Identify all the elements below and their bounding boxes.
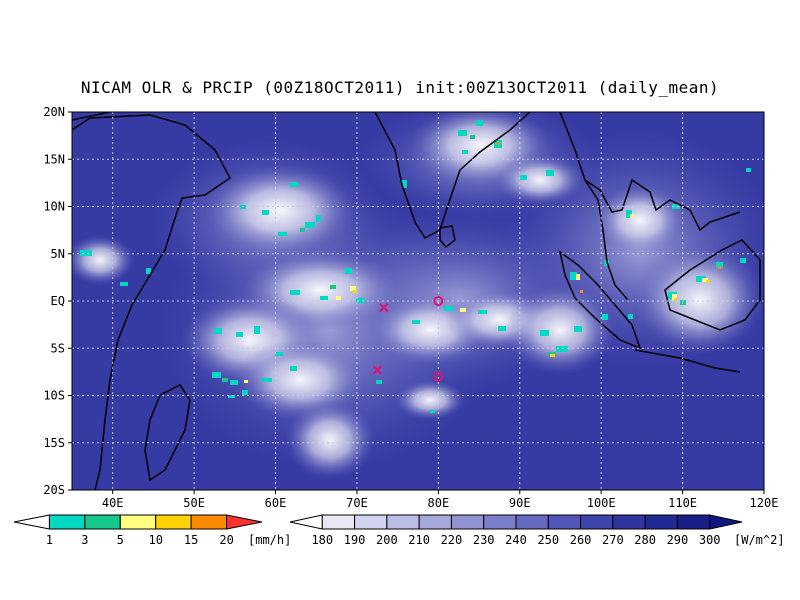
colorbar-label: 180 — [311, 533, 333, 547]
colorbar-swatch — [155, 514, 192, 530]
colorbar-unit: [mm/h] — [248, 533, 291, 547]
colorbar-label: 20 — [219, 533, 233, 547]
colorbar-label: 1 — [46, 533, 53, 547]
colorbar-swatch — [84, 514, 121, 530]
colorbar-label: 200 — [376, 533, 398, 547]
colorbar-swatch — [612, 514, 646, 530]
colorbar-label: 190 — [344, 533, 366, 547]
colorbar-swatch — [450, 514, 485, 530]
colorbar-label: 280 — [634, 533, 656, 547]
colorbar-label: 240 — [505, 533, 527, 547]
colorbar-label: 10 — [148, 533, 162, 547]
colorbar-swatch — [119, 514, 157, 530]
colorbar-swatch — [354, 514, 388, 530]
map-markers — [372, 296, 444, 382]
lon-tick-label: 120E — [750, 496, 779, 510]
colorbar-swatch — [48, 514, 86, 530]
lat-tick-label: 15N — [43, 152, 65, 166]
olr-legend: 180 190 200 210 220 230 240 250 260 270 280 290 300 [… — [289, 514, 785, 547]
colorbar-swatch — [644, 514, 678, 530]
colorbar-swatch — [483, 514, 517, 530]
colorbar-unit: [W/m^2] — [734, 533, 785, 547]
colorbar-label: 250 — [537, 533, 559, 547]
colorbar-label: 270 — [602, 533, 624, 547]
coastlines — [72, 112, 761, 490]
lon-tick-label: 100E — [587, 496, 616, 510]
precip-legend: 1 3 5 10 15 20 [mm/h] — [13, 514, 291, 547]
colorbar-label: 220 — [441, 533, 463, 547]
lat-tick-label: 20N — [43, 105, 65, 119]
map-frame — [71, 111, 765, 491]
map-grid — [72, 112, 764, 490]
colorbar-label: 230 — [473, 533, 495, 547]
colorbar-swatch — [676, 514, 711, 530]
lon-tick-label: 60E — [265, 496, 287, 510]
lon-tick-label: 50E — [183, 496, 205, 510]
colorbar-swatch — [321, 514, 356, 530]
colorbar-label: 5 — [117, 533, 124, 547]
lon-tick-label: 40E — [102, 496, 124, 510]
lat-tick-label: 10N — [43, 200, 65, 214]
map-title: NICAM OLR & PRCIP (00Z18OCT2011) init:00… — [80, 78, 720, 97]
lat-tick-label: EQ — [51, 294, 65, 308]
lon-tick-label: 80E — [428, 496, 450, 510]
olr-field — [72, 112, 764, 490]
colorbar-swatch — [418, 514, 452, 530]
colorbar-swatch — [386, 514, 420, 530]
colorbar-swatch — [580, 514, 614, 530]
colorbar-swatch — [515, 514, 549, 530]
colorbar-label: 3 — [81, 533, 88, 547]
lat-tick-label: 5N — [51, 247, 65, 261]
colorbar-end-left — [13, 514, 50, 530]
lat-tick-label: 20S — [43, 483, 65, 497]
lat-tick-label: 5S — [51, 341, 65, 355]
lon-tick-label: 90E — [509, 496, 531, 510]
colorbar-swatch — [190, 514, 228, 530]
colorbar-swatch — [547, 514, 582, 530]
x-marker — [379, 302, 389, 313]
lat-tick-label: 10S — [43, 389, 65, 403]
lon-tick-label: 110E — [668, 496, 697, 510]
colorbar-label: 15 — [184, 533, 198, 547]
colorbar-end-left — [289, 514, 323, 530]
circle-marker — [433, 296, 444, 306]
colorbar-label: 290 — [667, 533, 689, 547]
lat-tick-label: 15S — [43, 436, 65, 450]
precip-cells — [80, 120, 751, 413]
colorbar-end-right — [709, 514, 743, 530]
x-marker — [372, 365, 383, 375]
colorbar-label: 260 — [570, 533, 592, 547]
colorbar-end-right — [226, 514, 263, 530]
cloud-bright-layer — [72, 112, 764, 480]
colorbar-label: 300 — [699, 533, 721, 547]
circle-marker — [433, 371, 444, 382]
lon-tick-label: 70E — [346, 496, 368, 510]
colorbar-label: 210 — [408, 533, 430, 547]
axis-labels: 20N 15N 10N 5N EQ 5S 10S 15S 20S 40E 50E 60E 70E 80E 9… — [43, 105, 778, 510]
